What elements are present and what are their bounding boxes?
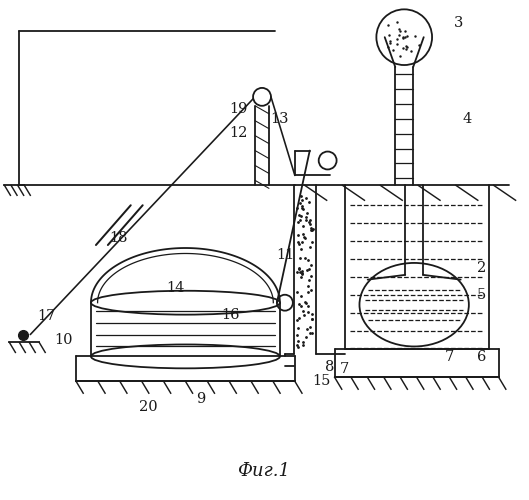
Text: 19: 19 <box>229 102 248 116</box>
Text: 15: 15 <box>313 374 331 388</box>
Text: 17: 17 <box>37 308 56 322</box>
Text: 2: 2 <box>477 261 486 275</box>
Text: 3: 3 <box>454 16 463 30</box>
Text: 9: 9 <box>196 392 205 406</box>
Text: 13: 13 <box>271 112 289 126</box>
Text: 16: 16 <box>221 308 240 322</box>
Text: 20: 20 <box>139 400 158 414</box>
Text: 10: 10 <box>54 332 72 346</box>
Text: 12: 12 <box>229 126 248 140</box>
Text: 4: 4 <box>462 112 471 126</box>
Text: Фиг.1: Фиг.1 <box>238 462 290 480</box>
Text: 14: 14 <box>166 281 185 295</box>
Text: 5: 5 <box>477 288 486 302</box>
Text: 18: 18 <box>110 231 128 245</box>
Text: 11: 11 <box>276 248 294 262</box>
Text: 7: 7 <box>340 362 349 376</box>
Text: 7: 7 <box>444 350 453 364</box>
Text: 6: 6 <box>477 350 487 364</box>
Text: 8: 8 <box>325 360 334 374</box>
